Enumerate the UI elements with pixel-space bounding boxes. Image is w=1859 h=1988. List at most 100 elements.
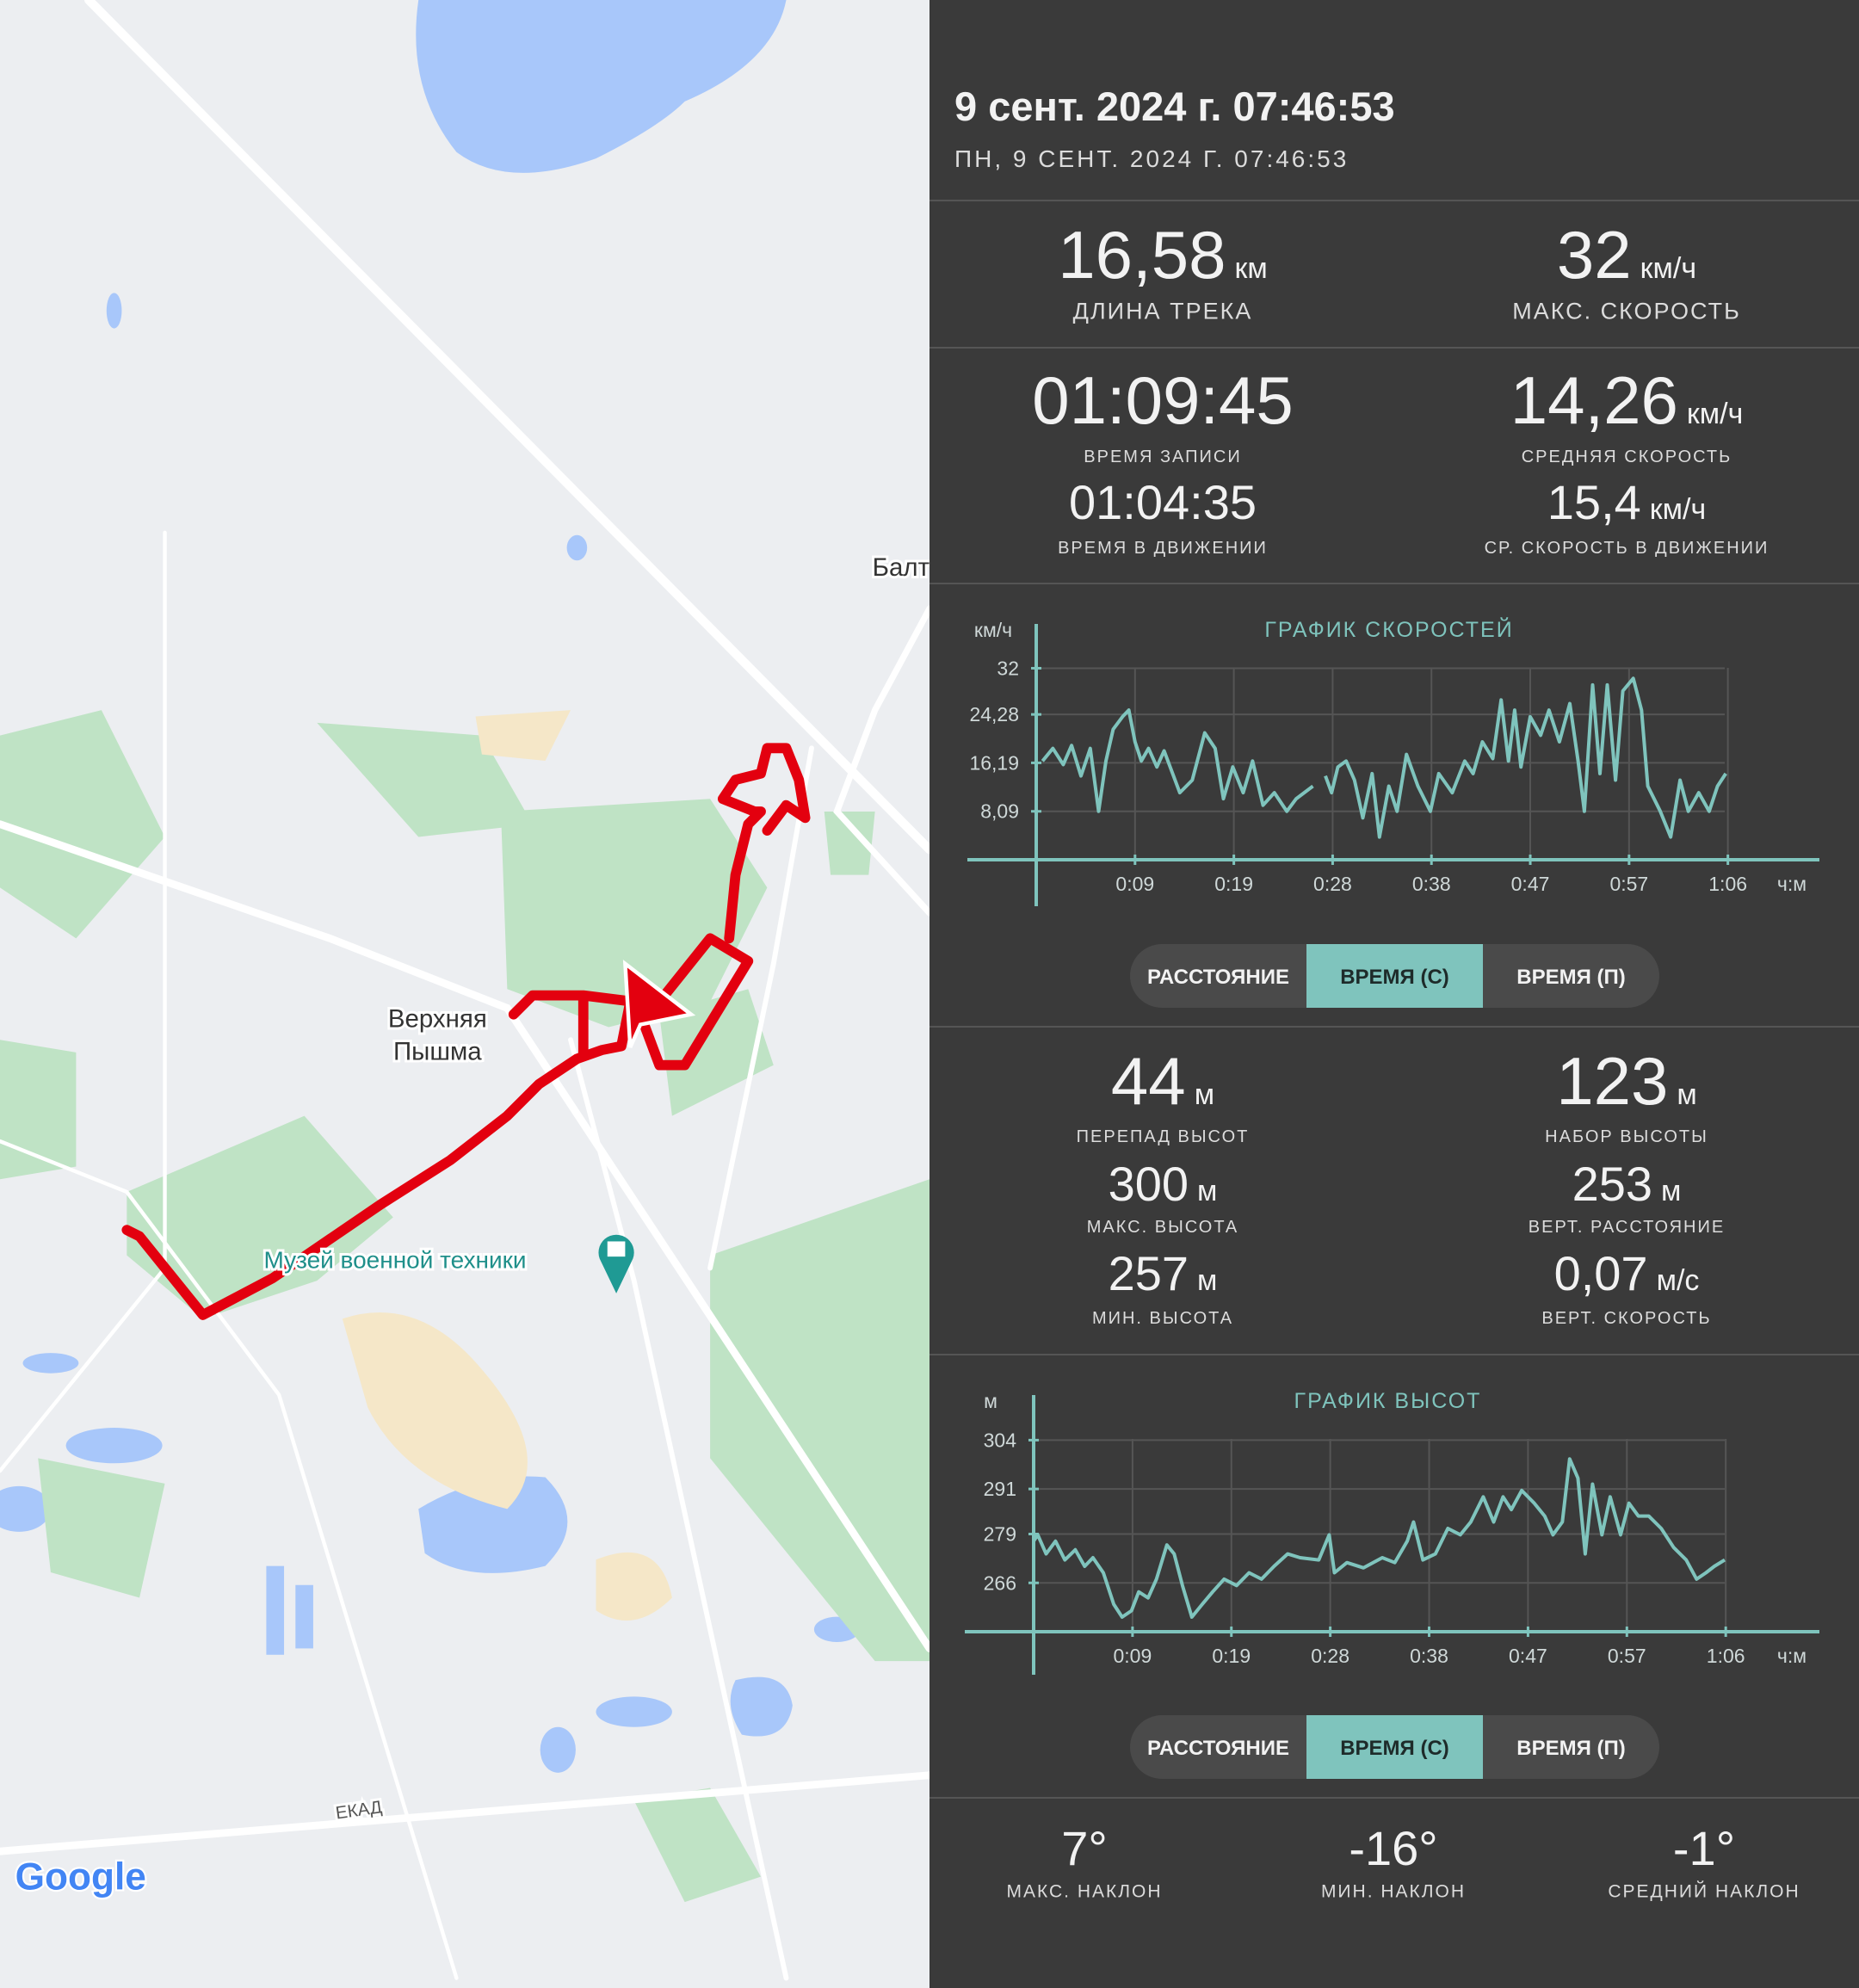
stat-value: 01:09:45	[1032, 362, 1294, 438]
stat-number: 0,07	[1554, 1246, 1648, 1300]
stat-value: 32 км/ч	[1557, 217, 1696, 293]
stat-number: 14,26	[1510, 362, 1678, 438]
stat-label: ДЛИНА ТРЕКА	[1073, 299, 1253, 324]
stat-value: 123 м	[1556, 1043, 1697, 1119]
x-tick-label: 0:09	[1113, 1645, 1152, 1667]
stat-label: МАКС. СКОРОСТЬ	[1512, 299, 1741, 324]
stat-value: 14,26 км/ч	[1510, 362, 1744, 438]
y-axis-label: м	[984, 1390, 997, 1412]
city-label: Верхняя	[388, 1004, 487, 1033]
x-tick-label: 1:06	[1708, 873, 1747, 895]
stat-label: НАБОР ВЫСОТЫ	[1545, 1127, 1708, 1146]
data-line	[1032, 1457, 1726, 1619]
stat-value: 15,4 км/ч	[1547, 475, 1706, 529]
stat-unit: м	[1677, 1078, 1696, 1111]
y-tick-label: 16,19	[969, 751, 1019, 774]
stat-label: МИН. ВЫСОТА	[1092, 1309, 1233, 1328]
y-tick-label: 32	[997, 657, 1019, 679]
stat-unit: м	[1197, 1175, 1217, 1207]
x-tick-label: 0:28	[1313, 873, 1352, 895]
stat-unit: м	[1195, 1078, 1214, 1111]
stat-unit: км	[1234, 252, 1267, 285]
stat-label: МИН. НАКЛОН	[1321, 1882, 1466, 1902]
stat-label: МАКС. НАКЛОН	[1006, 1882, 1162, 1902]
map[interactable]: Верхняя Пышма Музей военной техники ЕКАД…	[0, 0, 930, 1988]
stat-value: 01:04:35	[1069, 475, 1257, 529]
stat-number: 123	[1556, 1043, 1668, 1119]
water	[0, 0, 860, 1773]
stat-value: 253 м	[1572, 1157, 1682, 1211]
stat-value: 257 м	[1109, 1246, 1218, 1300]
x-tick-label: 0:47	[1511, 873, 1550, 895]
dividers	[930, 200, 1859, 1799]
museum-pin	[598, 1234, 634, 1293]
stat-unit: м	[1197, 1264, 1217, 1297]
y-tick-label: 279	[984, 1523, 1016, 1546]
stat-number: -1°	[1673, 1821, 1735, 1875]
stat-number: 257	[1109, 1246, 1189, 1300]
stat-unit: км/ч	[1650, 493, 1706, 526]
stat-number: 01:04:35	[1069, 475, 1257, 529]
y-tick-label: 304	[984, 1429, 1017, 1451]
stat-label: ВРЕМЯ В ДВИЖЕНИИ	[1058, 539, 1268, 558]
x-tick-label: 0:47	[1509, 1645, 1547, 1667]
x-tick-label: 0:19	[1212, 1645, 1251, 1667]
stat-label: ПЕРЕПАД ВЫСОТ	[1077, 1127, 1250, 1146]
segment-button[interactable]: ВРЕМЯ (П)	[1516, 966, 1626, 989]
x-axis-label: ч:м	[1777, 873, 1807, 895]
track-subtitle: ПН, 9 СЕНТ. 2024 Г. 07:46:53	[954, 145, 1349, 172]
city-label: Пышма	[393, 1038, 482, 1066]
stat-unit: м/с	[1657, 1264, 1700, 1297]
stat-value: 0,07 м/с	[1554, 1246, 1700, 1300]
google-logo: Google	[15, 1855, 146, 1898]
stat-label: ВЕРТ. РАССТОЯНИЕ	[1529, 1218, 1725, 1237]
stat-unit: м	[1661, 1175, 1681, 1207]
poi-label[interactable]: Музей военной техники	[262, 1244, 529, 1275]
segment-button[interactable]: ВРЕМЯ (С)	[1340, 966, 1449, 989]
x-tick-label: 0:38	[1412, 873, 1451, 895]
x-tick-label: 0:19	[1214, 873, 1253, 895]
stat-number: 15,4	[1547, 475, 1641, 529]
stat-unit: км/ч	[1640, 252, 1696, 285]
stat-number: 253	[1572, 1157, 1652, 1211]
x-tick-label: 0:57	[1608, 1645, 1646, 1667]
x-axis-label: ч:м	[1777, 1645, 1807, 1667]
chart-title: ГРАФИК СКОРОСТЕЙ	[1264, 616, 1513, 642]
x-tick-label: 1:06	[1707, 1645, 1745, 1667]
y-tick-label: 291	[984, 1478, 1016, 1500]
stat-value: -1°	[1673, 1821, 1735, 1875]
x-tick-label: 0:28	[1311, 1645, 1349, 1667]
stat-value: 16,58 км	[1058, 217, 1267, 293]
stat-label: МАКС. ВЫСОТА	[1087, 1218, 1238, 1237]
segment-button[interactable]: ВРЕМЯ (П)	[1516, 1737, 1626, 1760]
roads	[0, 0, 930, 1981]
stat-number: 01:09:45	[1032, 362, 1294, 438]
stat-number: -16°	[1349, 1821, 1437, 1875]
y-tick-label: 8,09	[980, 800, 1019, 823]
stat-label: СРЕДНЯЯ СКОРОСТЬ	[1522, 448, 1732, 466]
stat-value: 300 м	[1109, 1157, 1218, 1211]
y-tick-label: 24,28	[969, 703, 1019, 725]
stat-label: ВЕРТ. СКОРОСТЬ	[1541, 1309, 1711, 1328]
stat-number: 16,58	[1058, 217, 1226, 293]
map-labels: Верхняя Пышма Музей военной техники ЕКАД…	[13, 551, 930, 1900]
stat-number: 44	[1111, 1043, 1186, 1119]
position-arrow	[622, 960, 696, 1048]
segment-button[interactable]: РАССТОЯНИЕ	[1147, 1737, 1289, 1760]
segment-button[interactable]: РАССТОЯНИЕ	[1147, 966, 1289, 989]
stat-value: -16°	[1349, 1821, 1437, 1875]
stat-number: 7°	[1061, 1821, 1108, 1875]
x-tick-label: 0:09	[1115, 873, 1154, 895]
stat-value: 7°	[1061, 1821, 1108, 1875]
y-axis-label: км/ч	[974, 619, 1012, 641]
x-tick-label: 0:38	[1410, 1645, 1448, 1667]
segment-button[interactable]: ВРЕМЯ (С)	[1340, 1737, 1449, 1760]
x-tick-label: 0:57	[1609, 873, 1648, 895]
y-tick-label: 266	[984, 1571, 1016, 1594]
city-label: Балт	[873, 553, 930, 582]
stat-unit: км/ч	[1687, 398, 1743, 430]
segment-selected	[1306, 1715, 1483, 1779]
